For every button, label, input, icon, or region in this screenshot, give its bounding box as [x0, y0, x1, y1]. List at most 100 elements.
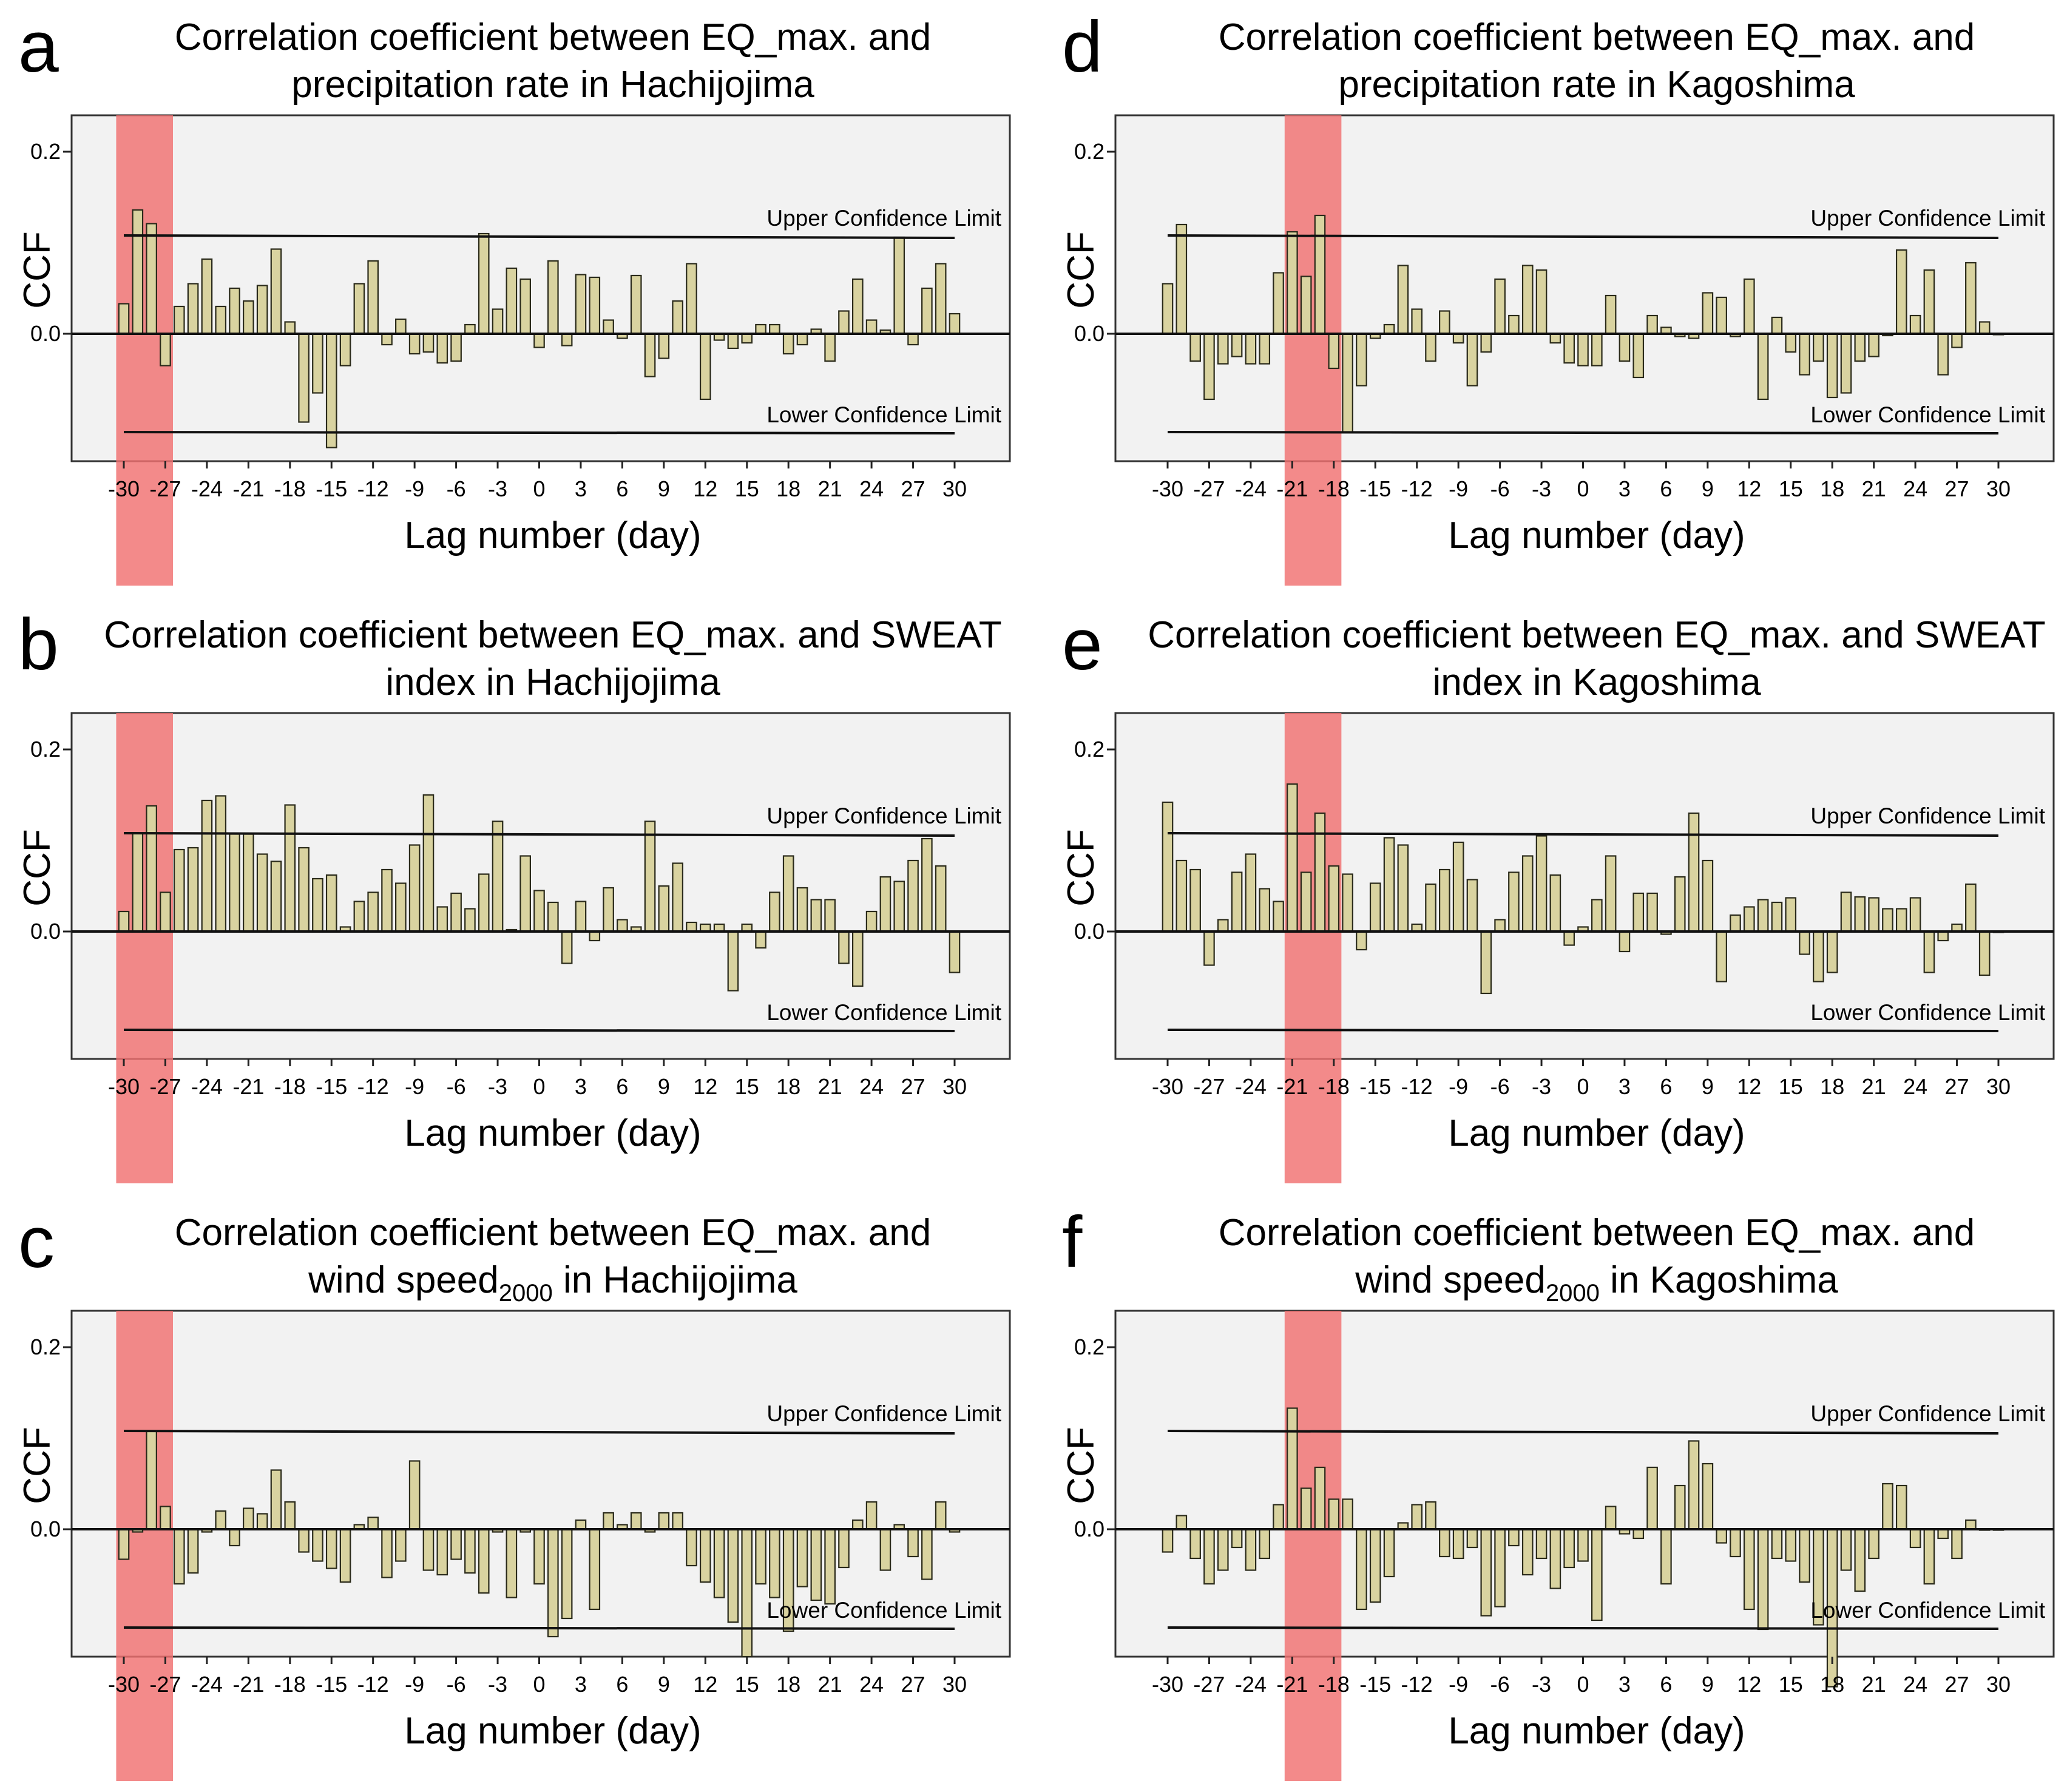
bar-lag--30 — [118, 1528, 130, 1560]
bar-lag-29 — [935, 865, 947, 933]
bar-lag--1 — [1563, 1528, 1575, 1569]
y-tick-label: 0.2 — [1074, 737, 1105, 762]
bar-lag--24 — [1245, 333, 1257, 365]
bar-lag--12 — [1411, 1504, 1423, 1530]
bar-lag-24 — [1909, 897, 1921, 933]
bar-lag--7 — [1480, 930, 1492, 995]
bar-lag-25 — [879, 1528, 891, 1571]
x-tick-label: 3 — [1619, 1672, 1631, 1697]
bar-lag--14 — [339, 1528, 351, 1583]
bar-lag--29 — [132, 832, 144, 933]
bar-lag-15 — [741, 333, 753, 344]
y-tick-label: 0.0 — [30, 919, 61, 944]
x-tick-label: 12 — [693, 1074, 717, 1099]
bar-lag--5 — [464, 323, 476, 335]
bar-lag--9 — [408, 844, 421, 933]
x-tick-label: 9 — [658, 1672, 670, 1697]
bar-lag--15 — [1369, 1528, 1381, 1603]
panel-letter: c — [18, 1202, 55, 1283]
upper-confidence-label: Upper Confidence Limit — [1810, 1401, 2045, 1426]
bar-lag--19 — [270, 1469, 282, 1530]
bar-lag-21 — [1868, 897, 1879, 933]
bar-lag--9 — [1452, 1528, 1464, 1560]
x-tick-label: 21 — [1862, 1672, 1886, 1697]
x-tick-label: -21 — [232, 1672, 264, 1697]
x-tick-label: -18 — [274, 1672, 306, 1697]
bar-lag-10 — [1716, 930, 1727, 982]
x-tick-label: -6 — [447, 1074, 466, 1099]
x-tick-label: -30 — [1152, 1672, 1183, 1697]
bar-lag-28 — [921, 287, 933, 335]
bar-lag--18 — [284, 321, 296, 335]
bar-lag--17 — [298, 333, 310, 423]
bar-lag-2 — [561, 1528, 573, 1620]
x-tick-label: 21 — [1862, 1074, 1886, 1099]
x-tick-label: -21 — [232, 476, 264, 501]
bar-lag-25 — [879, 876, 891, 933]
x-tick-label: 27 — [1945, 476, 1969, 501]
bar-lag--27 — [1203, 333, 1215, 401]
bar-lag-12 — [1743, 278, 1755, 335]
highlight-band — [1284, 1311, 1342, 1781]
x-tick-label: 15 — [735, 476, 759, 501]
lower-confidence-line — [1167, 1029, 1999, 1032]
bar-lag--9 — [408, 333, 421, 355]
x-tick-label: -27 — [149, 1074, 181, 1099]
bar-lag--15 — [325, 333, 337, 448]
bar-lag-18 — [1826, 930, 1838, 973]
bar-lag-0 — [533, 1528, 545, 1585]
x-tick-label: -18 — [274, 476, 306, 501]
bar-lag-30 — [949, 313, 961, 335]
x-tick-label: -27 — [149, 476, 181, 501]
bar-lag-24 — [865, 1501, 878, 1530]
upper-confidence-line — [1167, 1430, 1999, 1435]
x-tick-label: 30 — [942, 1074, 967, 1099]
bar-lag-13 — [1757, 333, 1769, 401]
bar-lag-26 — [1937, 333, 1949, 376]
bar-lag--20 — [256, 285, 268, 335]
bar-lag--26 — [173, 848, 185, 933]
lower-confidence-line — [123, 431, 955, 434]
bar-lag-8 — [1688, 1440, 1700, 1530]
upper-confidence-label: Upper Confidence Limit — [1810, 206, 2045, 231]
bar-lag-0 — [533, 890, 545, 933]
bar-lag--11 — [381, 868, 393, 933]
x-tick-label: 9 — [1702, 1074, 1714, 1099]
y-tick-label: 0.0 — [30, 321, 61, 346]
chart-title-line1: Correlation coefficient between EQ_max. … — [175, 1212, 931, 1254]
bar-lag--29 — [1176, 859, 1188, 933]
lower-confidence-label: Lower Confidence Limit — [766, 1598, 1001, 1623]
bar-lag--11 — [1425, 883, 1436, 933]
lower-confidence-label: Lower Confidence Limit — [1810, 1000, 2045, 1025]
bar-lag--19 — [270, 860, 282, 933]
x-tick-label: -24 — [191, 1672, 223, 1697]
bar-lag--12 — [367, 260, 379, 335]
bar-lag--24 — [1245, 853, 1257, 933]
chart-title-line2: precipitation rate in Kagoshima — [1338, 64, 1855, 106]
bar-lag--11 — [1425, 1501, 1436, 1530]
bar-lag-12 — [699, 333, 711, 401]
bar-lag--8 — [422, 794, 435, 933]
x-tick-label: 24 — [859, 1074, 884, 1099]
bar-lag--20 — [256, 1513, 268, 1530]
x-tick-label: 24 — [1903, 476, 1927, 501]
bar-lag-16 — [1799, 930, 1810, 955]
upper-confidence-label: Upper Confidence Limit — [766, 206, 1001, 231]
x-tick-label: -12 — [357, 476, 389, 501]
bar-lag-2 — [1605, 855, 1617, 933]
bar-lag--21 — [1287, 783, 1298, 933]
bar-lag-20 — [1854, 896, 1866, 933]
bar-lag-29 — [935, 263, 947, 335]
x-tick-label: -6 — [1490, 1074, 1510, 1099]
x-tick-label: 15 — [1779, 476, 1803, 501]
x-tick-label: 9 — [658, 1074, 670, 1099]
bar-lag-1 — [547, 260, 559, 335]
bar-lag-20 — [810, 899, 822, 933]
bar-lag--5 — [464, 908, 476, 933]
bar-lag-16 — [1799, 333, 1810, 376]
x-tick-label: 18 — [1820, 476, 1844, 501]
bar-lag-28 — [1965, 883, 1977, 933]
bar-lag-24 — [1909, 314, 1921, 335]
bar-lag--20 — [1300, 871, 1312, 933]
bar-lag--28 — [146, 223, 157, 335]
